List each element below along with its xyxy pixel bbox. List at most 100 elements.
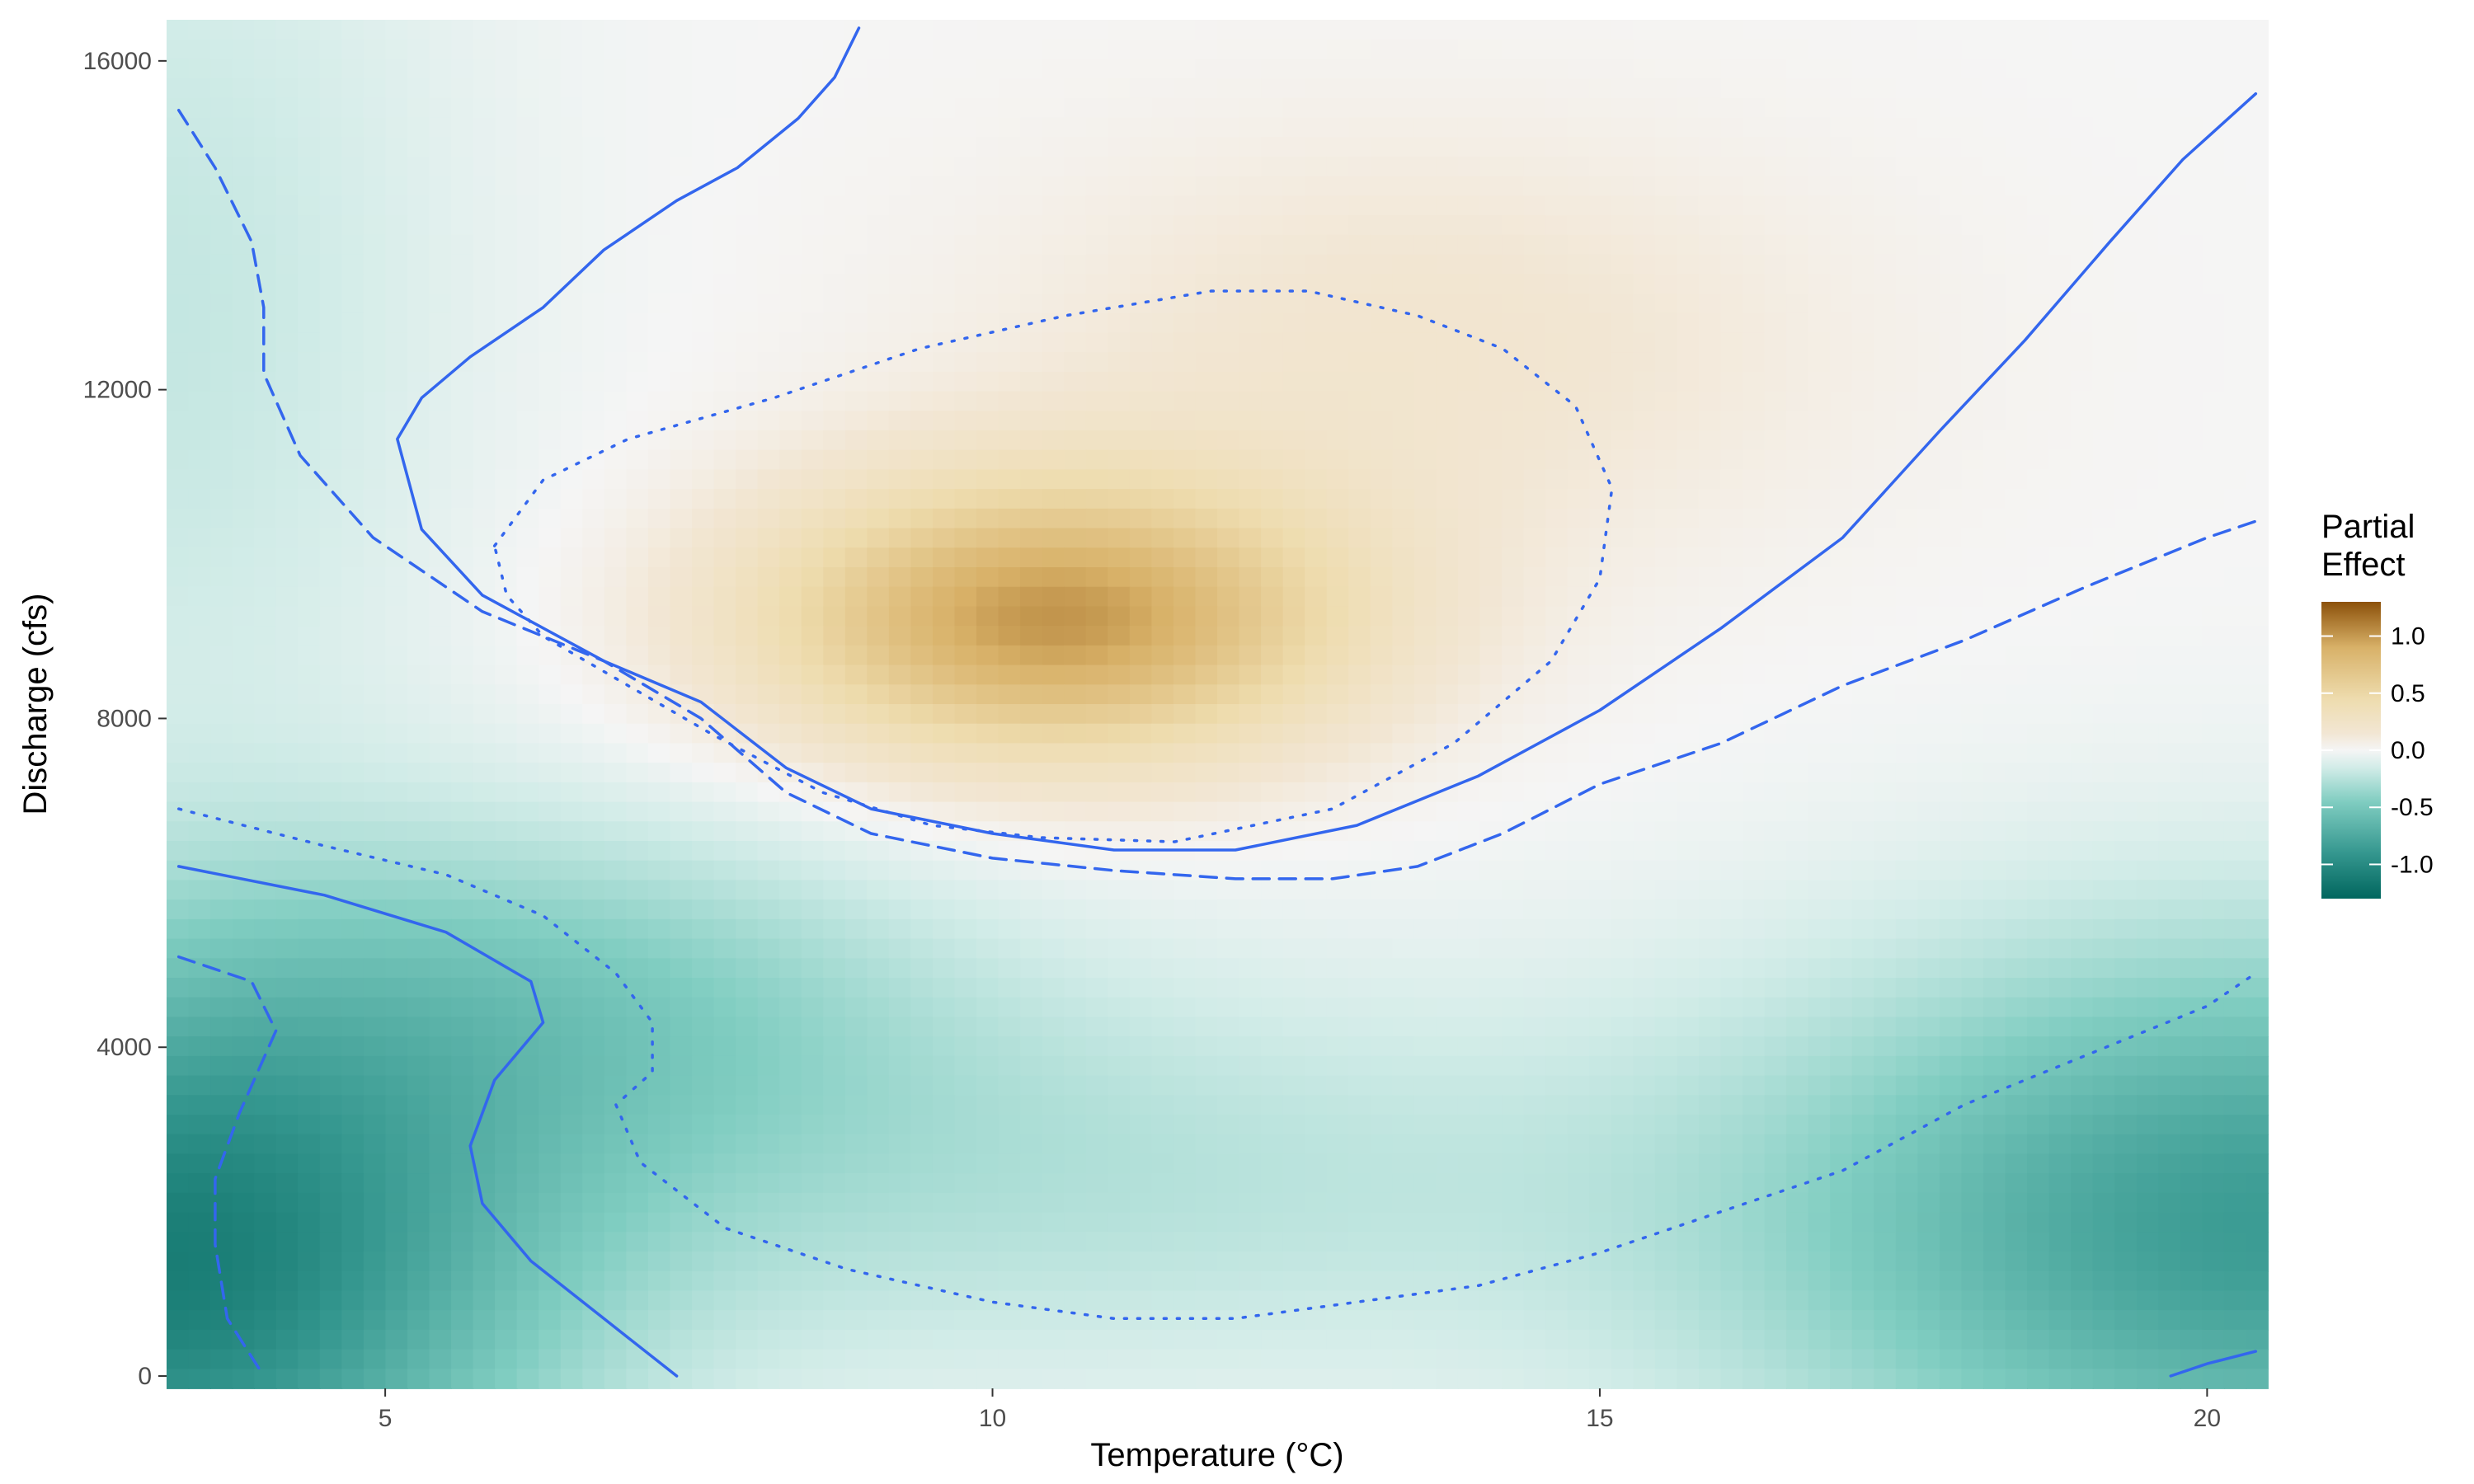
heatmap-tile	[495, 704, 518, 725]
heatmap-tile	[2136, 978, 2160, 998]
heatmap-tile	[1764, 97, 1787, 119]
heatmap-tile	[560, 704, 584, 725]
heatmap-tile	[1698, 586, 1722, 608]
heatmap-tile	[1020, 723, 1043, 744]
heatmap-tile	[1108, 371, 1131, 392]
heatmap-tile	[2048, 430, 2072, 451]
heatmap-tile	[341, 20, 365, 40]
heatmap-tile	[1195, 137, 1218, 157]
heatmap-tile	[2202, 763, 2225, 783]
heatmap-tile	[1085, 586, 1109, 608]
heatmap-tile	[1436, 704, 1459, 725]
heatmap-tile	[1677, 958, 1700, 979]
heatmap-tile	[1502, 176, 1525, 197]
heatmap-tile	[1545, 665, 1569, 686]
heatmap-tile	[582, 958, 605, 979]
heatmap-tile	[1611, 449, 1634, 471]
heatmap-tile	[757, 176, 781, 197]
heatmap-tile	[1939, 586, 1963, 608]
heatmap-tile	[1479, 723, 1503, 744]
heatmap-tile	[626, 1017, 649, 1038]
heatmap-tile	[1173, 684, 1197, 705]
heatmap-tile	[1436, 117, 1459, 139]
heatmap-tile	[1502, 547, 1525, 568]
heatmap-tile	[626, 860, 649, 881]
heatmap-tile	[2048, 137, 2072, 157]
heatmap-tile	[1545, 567, 1569, 588]
heatmap-tile	[232, 938, 256, 960]
heatmap-tile	[1720, 176, 1743, 197]
heatmap-tile	[1239, 312, 1262, 334]
heatmap-tile	[1436, 801, 1459, 823]
heatmap-tile	[1064, 586, 1087, 608]
heatmap-tile	[1064, 763, 1087, 783]
heatmap-tile	[1633, 782, 1656, 803]
heatmap-tile	[451, 743, 474, 764]
heatmap-tile	[1020, 782, 1043, 803]
heatmap-tile	[2048, 332, 2072, 354]
heatmap-tile	[188, 782, 211, 803]
heatmap-tile	[736, 117, 759, 139]
heatmap-tile	[1917, 1017, 1940, 1038]
heatmap-tile	[539, 723, 562, 744]
heatmap-tile	[1654, 157, 1678, 177]
heatmap-tile	[495, 841, 518, 862]
heatmap-tile	[232, 489, 256, 510]
heatmap-tile	[516, 586, 540, 608]
heatmap-tile	[1982, 294, 2006, 314]
heatmap-tile	[298, 391, 321, 412]
heatmap-tile	[539, 97, 562, 119]
heatmap-tile	[2158, 801, 2181, 823]
heatmap-tile	[319, 684, 343, 705]
heatmap-tile	[2114, 157, 2138, 177]
heatmap-tile	[1305, 59, 1328, 80]
heatmap-tile	[1239, 665, 1262, 686]
heatmap-tile	[363, 59, 387, 80]
heatmap-tile	[647, 723, 671, 744]
heatmap-tile	[1436, 763, 1459, 783]
heatmap-tile	[910, 469, 934, 491]
heatmap-tile	[1611, 899, 1634, 920]
heatmap-tile	[1108, 97, 1131, 119]
heatmap-tile	[539, 78, 562, 99]
heatmap-tile	[298, 137, 321, 157]
heatmap-tile	[1611, 411, 1634, 431]
heatmap-tile	[188, 117, 211, 139]
heatmap-tile	[1830, 743, 1853, 764]
heatmap-tile	[2005, 195, 2028, 217]
heatmap-tile	[2180, 626, 2204, 646]
heatmap-tile	[539, 547, 562, 568]
heatmap-tile	[2180, 176, 2204, 197]
heatmap-tile	[910, 567, 934, 588]
heatmap-tile	[539, 274, 562, 294]
heatmap-tile	[1720, 645, 1743, 666]
heatmap-tile	[692, 841, 715, 862]
heatmap-tile	[976, 312, 999, 334]
heatmap-tile	[407, 332, 430, 354]
heatmap-tile	[1808, 626, 1832, 646]
heatmap-tile	[582, 332, 605, 354]
heatmap-tile	[1502, 117, 1525, 139]
heatmap-tile	[626, 626, 649, 646]
heatmap-tile	[254, 469, 277, 491]
heatmap-tile	[976, 626, 999, 646]
heatmap-tile	[670, 938, 693, 960]
heatmap-tile	[1457, 841, 1481, 862]
heatmap-tile	[1830, 489, 1853, 510]
heatmap-tile	[713, 469, 736, 491]
heatmap-tile	[1523, 938, 1547, 960]
heatmap-tile	[429, 352, 452, 373]
heatmap-tile	[779, 547, 802, 568]
heatmap-tile	[2114, 352, 2138, 373]
heatmap-tile	[1917, 274, 1940, 294]
heatmap-tile	[319, 841, 343, 862]
heatmap-tile	[1830, 821, 1853, 842]
heatmap-tile	[319, 157, 343, 177]
heatmap-tile	[1895, 918, 1919, 940]
heatmap-tile	[2005, 626, 2028, 646]
heatmap-tile	[495, 411, 518, 431]
heatmap-tile	[1677, 782, 1700, 803]
heatmap-tile	[1830, 567, 1853, 588]
heatmap-tile	[1545, 469, 1569, 491]
heatmap-tile	[582, 430, 605, 451]
